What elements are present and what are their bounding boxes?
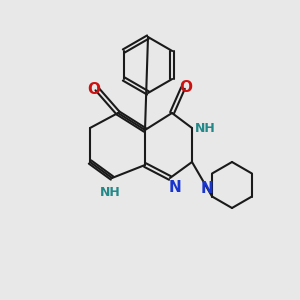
Text: NH: NH bbox=[195, 122, 215, 134]
Text: O: O bbox=[179, 80, 193, 95]
Text: NH: NH bbox=[100, 187, 120, 200]
Text: N: N bbox=[201, 181, 214, 196]
Text: O: O bbox=[88, 82, 100, 97]
Text: N: N bbox=[169, 181, 182, 196]
